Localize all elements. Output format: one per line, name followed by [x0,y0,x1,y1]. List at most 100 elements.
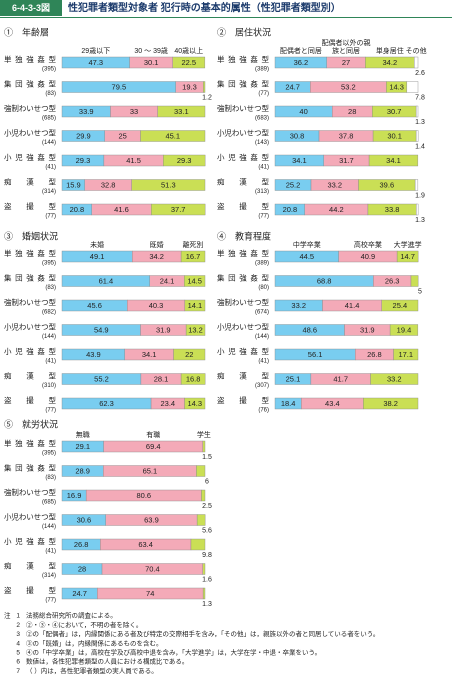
category-count: (314) [42,573,56,579]
panel-title: ③ 婚姻状況 [4,230,58,241]
value-label: 33.1 [174,107,189,116]
value-label: 74 [146,589,154,598]
value-label: 70.4 [145,564,160,573]
note-text: 数値は，各性犯罪者類型の人員における構成比である。 [26,657,188,666]
bar-segment [381,299,419,312]
bar-segment [415,105,419,118]
note-text: ②・③・④において，不明の者を除く。 [26,620,142,629]
value-label: 22.5 [181,58,196,67]
value-label: 62.3 [99,399,114,408]
bar-segment [416,203,419,216]
category-count: (77) [45,598,56,604]
panel-title: ④ 教育程度 [217,230,271,241]
legend-entry: 高校卒業 [353,242,382,249]
value-label: 15.9 [66,180,81,189]
category-label: 小児強姦型 [4,152,57,162]
bar-segment [415,130,419,142]
value-label: 7.8 [415,94,425,101]
panel-title: ② 居住状況 [217,26,271,37]
value-label: 33.9 [79,107,94,116]
category-label: 単独強姦型 [4,54,57,64]
category-count: (310) [42,383,56,389]
value-label: 1.2 [202,94,212,101]
category-label: 強制わいせつ型 [217,297,270,307]
legend-entry: 40歳以上 [174,48,204,55]
bar-segment [410,275,419,287]
value-label: 37.8 [339,131,354,140]
category-label: 痴漢型 [217,176,270,186]
value-label: 14.3 [187,399,202,408]
legend-entry: 学生 [196,432,211,439]
category-label: 単独強姦型 [217,248,270,258]
value-label: 18.4 [281,399,296,408]
value-label: 33.2 [291,301,306,310]
value-label: 47.3 [89,58,104,67]
value-label: 26.8 [74,540,89,549]
value-label: 23.4 [161,399,176,408]
bar-segment [396,250,419,263]
notes-label: 注 [4,611,11,620]
value-label: 79.5 [112,82,127,91]
value-label: 69.4 [146,442,161,451]
value-label: 40.3 [149,301,164,310]
value-label: 16.9 [67,491,82,500]
legend-entry-box: その他 [406,48,427,55]
note-text: ④の「中学卒業」は，高校在学及び高校中退を含み，「大学進学」は，大学在学・中退・… [26,648,321,657]
note-text: ②の「配偶者」は，内縁関係にある者及び特定の交際相手を含み，「その他」は，親族以… [26,629,379,638]
bar-segment [180,250,206,263]
bar-segment [389,324,419,336]
bar-segment [140,130,206,142]
value-label: 30.1 [144,58,159,67]
category-label: 痴漢型 [217,370,270,380]
value-label: 25.1 [286,374,301,383]
category-count: (41) [258,359,269,365]
value-label: 49.1 [90,252,105,261]
value-label: 48.6 [302,325,317,334]
figure-number-box [0,0,62,16]
note-number: 2 [16,622,20,629]
value-label: 26.3 [385,276,400,285]
note-number: 6 [16,659,20,666]
bar-segment [184,397,206,410]
legend-entry-box: 配偶者以外の親族と同居 [322,40,371,55]
bar-segment [184,275,206,287]
value-label: 56.1 [308,350,323,359]
category-count: (83) [45,475,56,481]
legend-entry: 大学進学 [393,242,422,249]
value-label: 32.8 [101,180,116,189]
value-label: 28 [348,107,356,116]
value-label: 20.8 [70,205,85,214]
legend-entry: 29歳以下 [81,48,111,55]
category-count: (77) [258,214,269,220]
value-label: 24.7 [285,82,300,91]
category-count: (144) [42,140,56,146]
value-label: 45.1 [165,131,180,140]
legend-entry: 未婚 [90,242,105,249]
category-label: 集団強姦型 [4,272,57,282]
category-label: 小児強姦型 [4,536,57,546]
bar-segment [173,348,206,361]
category-count: (389) [255,261,269,267]
note-number: 4 [16,640,20,647]
value-label: 55.2 [94,374,109,383]
value-label: 17.1 [398,350,413,359]
value-label: 33.8 [385,205,400,214]
category-count: (313) [255,189,269,195]
bar-segment [157,105,206,118]
category-label: 強制わいせつ型 [217,103,270,113]
bar-segment [202,587,206,600]
value-label: 14.1 [188,301,203,310]
category-count: (83) [45,91,56,97]
category-label: 小児わいせつ型 [217,322,270,331]
bar-segment [203,81,206,93]
value-label: 31.7 [339,156,354,165]
value-label: 1.3 [202,601,212,608]
category-count: (685) [42,116,56,122]
legend-entry-box: 学生 [196,432,211,439]
value-label: 34.2 [383,58,398,67]
bar-segment [363,397,419,410]
note-text: ③の「既婚」は，内縁関係にあるものを含む。 [26,638,163,647]
bar-segment [163,154,206,167]
legend-entry-box: 配偶者と同居 [280,48,322,55]
